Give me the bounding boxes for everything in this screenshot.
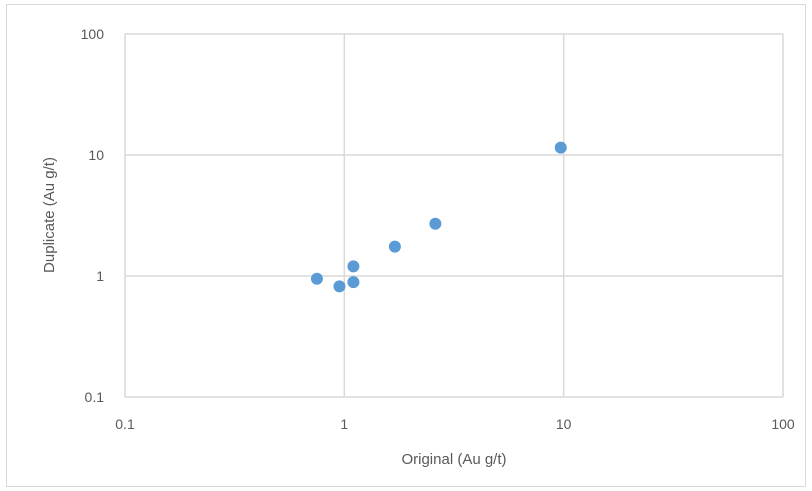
chart-frame (6, 4, 806, 487)
x-tick-label: 1 (340, 416, 348, 432)
data-point (347, 260, 360, 273)
data-point (310, 272, 323, 285)
data-point (429, 217, 442, 230)
y-tick-label: 0.1 (85, 389, 105, 405)
data-points (310, 141, 567, 293)
y-tick-label: 1 (96, 268, 104, 284)
y-axis-title: Duplicate (Au g/t) (41, 157, 58, 273)
data-point (554, 141, 567, 154)
x-axis-title: Original (Au g/t) (401, 451, 506, 468)
data-point (333, 280, 346, 293)
x-tick-label: 10 (556, 416, 572, 432)
data-point (347, 276, 360, 289)
x-tick-label: 100 (771, 416, 795, 432)
y-tick-label: 10 (88, 147, 104, 163)
tick-labels: 0.1 1 10 100 0.1 1 10 100 (81, 26, 795, 432)
data-point (388, 240, 401, 253)
y-tick-label: 100 (81, 26, 105, 42)
x-tick-label: 0.1 (115, 416, 135, 432)
gridlines (124, 33, 784, 398)
